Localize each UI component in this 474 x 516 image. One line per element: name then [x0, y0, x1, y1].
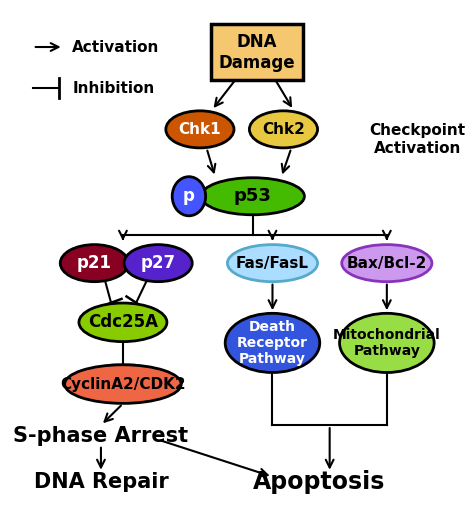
Ellipse shape: [249, 111, 318, 148]
Text: Mitochondrial
Pathway: Mitochondrial Pathway: [333, 328, 441, 358]
Text: CyclinA2/CDK2: CyclinA2/CDK2: [60, 377, 186, 392]
Text: Fas/FasL: Fas/FasL: [236, 255, 309, 271]
Text: DNA Repair: DNA Repair: [34, 472, 168, 492]
Text: p53: p53: [234, 187, 272, 205]
Ellipse shape: [79, 303, 167, 342]
Text: S-phase Arrest: S-phase Arrest: [13, 426, 189, 445]
Text: Cdc25A: Cdc25A: [88, 313, 158, 331]
Text: Apoptosis: Apoptosis: [253, 470, 385, 494]
Ellipse shape: [64, 365, 181, 404]
Ellipse shape: [201, 178, 304, 215]
Circle shape: [172, 176, 206, 216]
Ellipse shape: [228, 245, 318, 282]
Text: DNA
Damage: DNA Damage: [219, 33, 295, 72]
Text: Checkpoint
Activation: Checkpoint Activation: [370, 123, 465, 156]
FancyBboxPatch shape: [211, 24, 303, 80]
Ellipse shape: [225, 313, 320, 373]
Ellipse shape: [339, 313, 434, 373]
Ellipse shape: [60, 245, 128, 282]
Ellipse shape: [166, 111, 234, 148]
Text: p: p: [183, 187, 195, 205]
Text: p21: p21: [77, 254, 112, 272]
Text: Death
Receptor
Pathway: Death Receptor Pathway: [237, 320, 308, 366]
Ellipse shape: [124, 245, 192, 282]
Text: Activation: Activation: [73, 40, 160, 55]
Text: Chk1: Chk1: [179, 122, 221, 137]
Ellipse shape: [342, 245, 432, 282]
Text: Bax/Bcl-2: Bax/Bcl-2: [346, 255, 427, 271]
Text: p27: p27: [141, 254, 176, 272]
Text: Inhibition: Inhibition: [73, 80, 155, 95]
Text: Chk2: Chk2: [262, 122, 305, 137]
